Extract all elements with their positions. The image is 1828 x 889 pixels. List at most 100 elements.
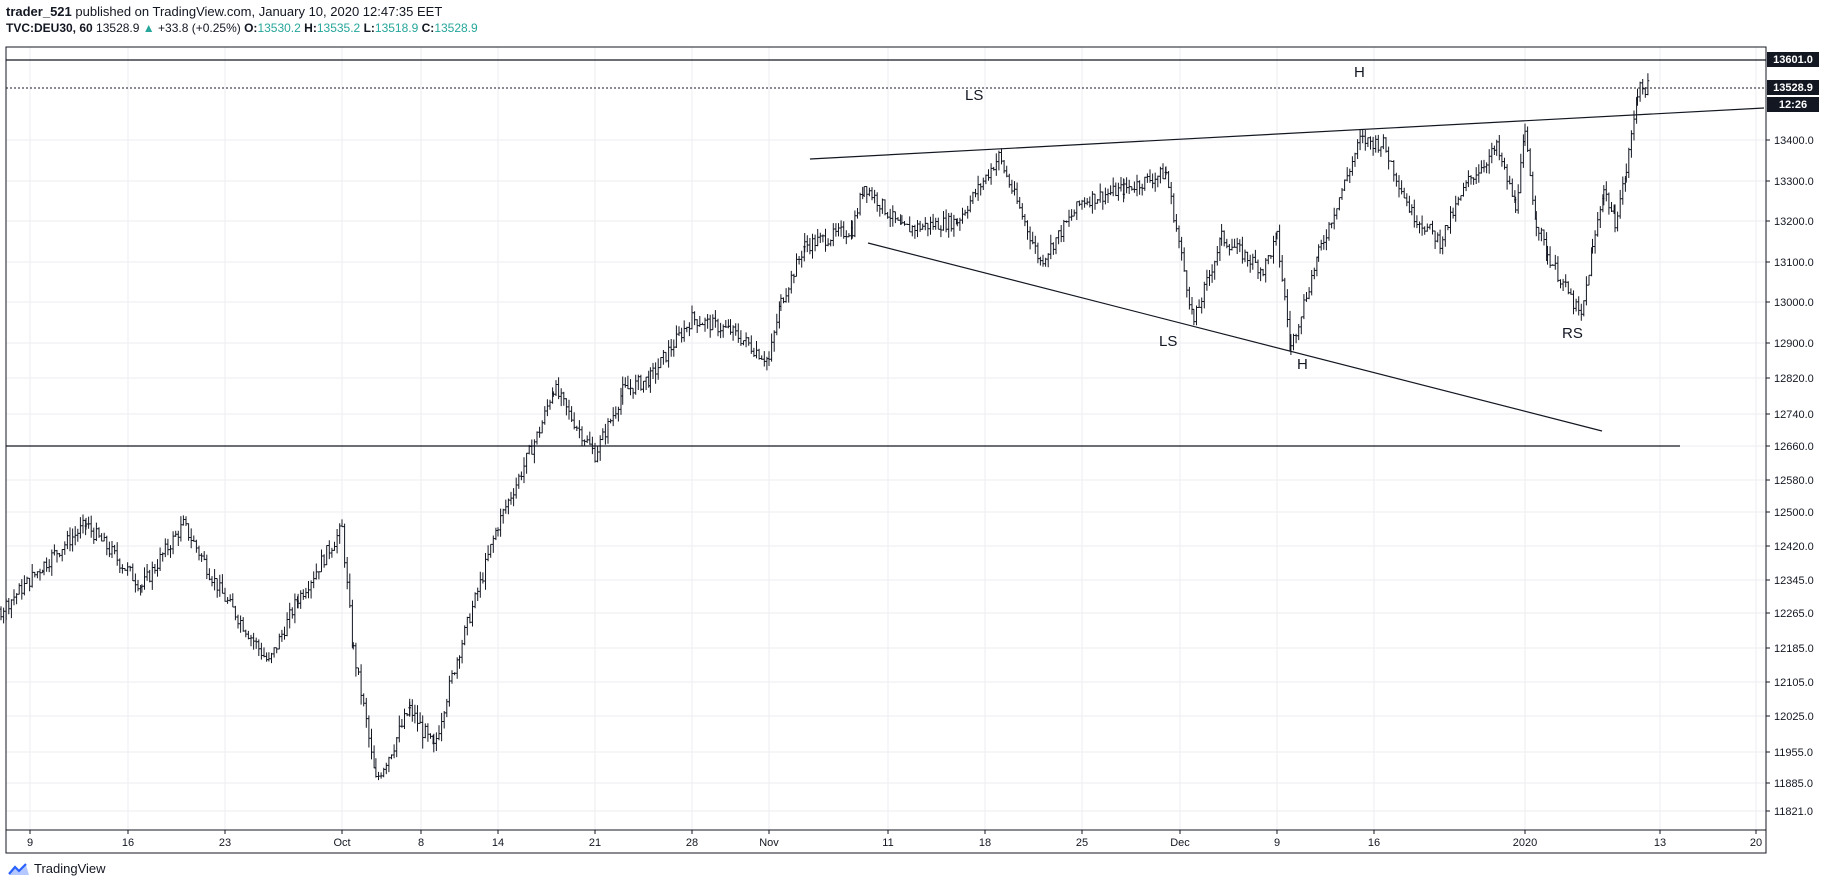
- ohlc-bar: [1148, 169, 1152, 183]
- neckline-lower[interactable]: [867, 242, 1603, 432]
- ohlc-bar: [370, 728, 373, 760]
- ohlc-bar: [1397, 175, 1401, 198]
- ohlc-bar: [881, 198, 884, 214]
- ohlc-bar: [1020, 203, 1024, 220]
- ohlc-bar: [84, 517, 88, 530]
- ohlc-bar: [140, 584, 144, 593]
- ohlc-bar: [1013, 181, 1016, 196]
- ohlc-bar: [1222, 230, 1226, 247]
- ohlc-bar: [400, 719, 404, 728]
- ohlc-bar: [747, 337, 751, 346]
- ohlc-bar: [367, 715, 371, 748]
- ohlc-bar: [1072, 209, 1076, 217]
- ohlc-bar: [1251, 253, 1255, 270]
- ohlc-bar: [463, 625, 467, 646]
- ohlc-bar: [1528, 148, 1532, 177]
- price-tick-label: 11821.0: [1774, 806, 1813, 818]
- ohlc-bar: [81, 514, 85, 534]
- high-value: 13535.2: [316, 21, 361, 35]
- ohlc-bar: [473, 592, 477, 609]
- chart-header: trader_521 published on TradingView.com,…: [6, 3, 1706, 36]
- ohlc-bar: [1591, 238, 1594, 254]
- ohlc-bar: [486, 545, 490, 562]
- ohlc-bar: [994, 153, 998, 176]
- ohlc-bar: [1167, 171, 1170, 189]
- ohlc-bar: [530, 439, 534, 455]
- ohlc-bar: [1254, 249, 1257, 263]
- ohlc-bar: [792, 273, 796, 284]
- ohlc-bar: [1067, 209, 1071, 227]
- ohlc-bar: [1164, 166, 1168, 176]
- ohlc-bar: [262, 647, 266, 658]
- ohlc-bar: [1510, 178, 1514, 197]
- tradingview-logo[interactable]: TradingView: [8, 861, 106, 876]
- ohlc-bar: [1495, 139, 1499, 156]
- ohlc-bar: [1366, 137, 1370, 147]
- ohlc-bar: [621, 376, 625, 405]
- ohlc-bar: [293, 593, 297, 624]
- ohlc-bar: [1114, 182, 1118, 197]
- time-scale[interactable]: 9 16 23 Oct 8 14 21 28 Nov 11 18 25 Dec 9 16 2020 13 20: [27, 830, 1762, 849]
- symbol-label[interactable]: TVC:DEU30, 60: [6, 21, 93, 35]
- ohlc-bar: [708, 314, 712, 338]
- price-scale[interactable]: 13400.0 13300.0 13200.0 13100.0 13000.0 12900…: [1766, 135, 1814, 818]
- ohlc-bar: [215, 578, 219, 598]
- ohlc-bar: [66, 530, 69, 550]
- ohlc-bar: [701, 322, 704, 326]
- ohlc-bar: [426, 723, 430, 742]
- ohlc-bar: [787, 287, 791, 303]
- ohlc-bar: [53, 544, 56, 556]
- time-tick-label: 9: [27, 837, 33, 849]
- ohlc-bar: [1190, 297, 1194, 315]
- ohlc-bar: [1441, 236, 1445, 255]
- ohlc-bar: [150, 561, 154, 590]
- time-tick-label: 9: [1274, 837, 1280, 849]
- ohlc-bar: [1283, 277, 1287, 301]
- ohlc-bar: [888, 208, 892, 227]
- trend-drawings[interactable]: [6, 59, 1766, 447]
- ohlc-bar: [118, 558, 122, 573]
- low-label: L:: [363, 21, 375, 35]
- price-tick-label: 12025.0: [1774, 711, 1814, 723]
- ohlc-bar: [97, 527, 101, 538]
- ohlc-bar: [1593, 230, 1597, 254]
- ohlc-bar: [1241, 236, 1244, 264]
- ohlc-bar: [377, 771, 380, 781]
- ohlc-bar: [161, 552, 165, 562]
- price-tick-label: 13400.0: [1774, 135, 1814, 147]
- ohlc-bar: [1297, 324, 1301, 341]
- ohlc-bar: [870, 187, 874, 201]
- ohlc-bar: [1044, 257, 1047, 267]
- ohlc-bar: [949, 212, 953, 232]
- ohlc-bar: [50, 549, 54, 576]
- ohlc-bar: [314, 563, 318, 580]
- ohlc-bar: [1264, 258, 1268, 283]
- ohlc-bar: [1104, 187, 1107, 205]
- ohlc-bar: [189, 528, 193, 549]
- neckline-upper[interactable]: [809, 107, 1765, 160]
- ohlc-bar: [772, 330, 776, 352]
- ohlc-bar: [277, 633, 281, 650]
- ohlc-bar: [429, 733, 432, 739]
- ohlc-bar: [520, 471, 523, 481]
- ohlc-bar: [270, 652, 273, 664]
- ohlc-bar: [1526, 126, 1529, 152]
- ohlc-bar: [868, 187, 871, 197]
- author-name[interactable]: trader_521: [6, 4, 72, 19]
- ohlc-bar: [1379, 146, 1383, 157]
- price-tick-label: 11885.0: [1774, 778, 1813, 790]
- ohlc-bar: [1225, 238, 1229, 249]
- ohlc-bar: [1031, 231, 1035, 245]
- ohlc-bar: [1487, 149, 1491, 174]
- ohlc-bar: [1322, 235, 1326, 250]
- ohlc-bar: [309, 580, 313, 599]
- ohlc-bar: [797, 256, 801, 265]
- ohlc-bar: [826, 238, 830, 247]
- ohlc-bar: [1577, 296, 1581, 316]
- ohlc-bar: [234, 605, 237, 621]
- ohlc-bar: [649, 367, 652, 393]
- ohlc-bar: [626, 375, 630, 390]
- ohlc-bar: [554, 380, 558, 396]
- ohlc-bar: [468, 613, 472, 624]
